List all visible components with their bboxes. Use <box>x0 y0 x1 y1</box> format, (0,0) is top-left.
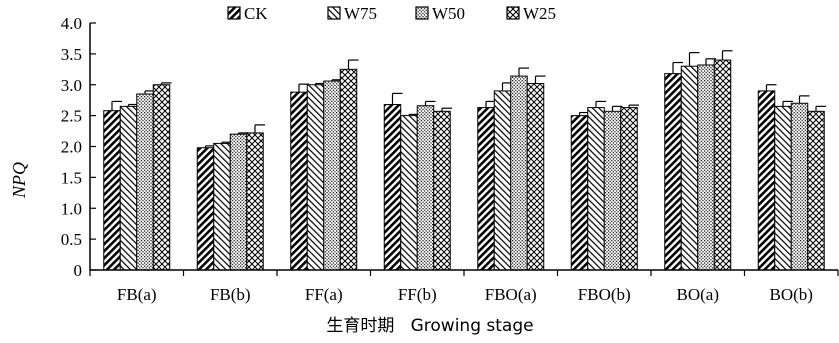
y-tick-label: 4.0 <box>61 14 82 33</box>
category-label: FB(a) <box>117 285 157 304</box>
bar-ck-7 <box>664 73 682 271</box>
bar-w50-3 <box>323 80 341 271</box>
legend-label-w75: W75 <box>344 4 377 23</box>
category-label: FBO(b) <box>578 285 631 304</box>
bar-w25-3 <box>339 68 358 271</box>
legend-label-ck: CK <box>244 4 268 23</box>
bar-w25-1 <box>152 84 171 271</box>
bar-w25-5 <box>526 83 545 271</box>
y-tick-label: 0.5 <box>61 230 82 249</box>
y-tick-label: 1.0 <box>61 199 82 218</box>
bar-w75-4 <box>400 115 418 271</box>
y-tick-label: 2.5 <box>61 107 82 126</box>
x-axis: FB(a) FB(b) FF(a) FF(b) FBO(a) FBO(b) BO(a) BO(… <box>89 269 839 304</box>
y-tick-label: 2.0 <box>61 138 82 157</box>
legend: CK W75 W50 W25 <box>227 4 556 23</box>
bar-w25-2 <box>246 132 264 271</box>
category-label: FF(b) <box>398 285 437 304</box>
category-label: FB(b) <box>210 285 251 304</box>
y-tick-label: 3.5 <box>61 45 82 64</box>
bar-w75-7 <box>680 65 699 271</box>
bar-w75-6 <box>587 107 605 271</box>
category-label: FF(a) <box>305 285 343 304</box>
y-tick-label: 3.0 <box>61 76 82 95</box>
bar-w25-7 <box>713 59 732 271</box>
bar-w50-7 <box>697 64 715 271</box>
bar-w75-5 <box>493 90 512 271</box>
bar-w50-6 <box>603 110 622 271</box>
bar-w75-1 <box>119 105 138 271</box>
x-axis-label: 生育时期 Growing stage <box>326 316 533 336</box>
bar-w50-2 <box>229 133 248 271</box>
category-label: BO(b) <box>770 285 813 304</box>
category-label: FBO(a) <box>485 285 537 304</box>
bar-w50-4 <box>416 105 435 271</box>
bar-ck-8 <box>757 90 776 271</box>
y-axis: 0 0.5 1.0 1.5 2.0 2.5 3.0 3.5 4.0 <box>61 14 96 280</box>
legend-label-w50: W50 <box>432 4 465 23</box>
y-tick-label: 0 <box>74 261 83 280</box>
bar-w25-4 <box>433 110 451 271</box>
bar-w50-5 <box>510 75 528 271</box>
bar-ck-2 <box>196 147 215 271</box>
y-axis-label: NPQ <box>9 162 29 199</box>
bar-w25-6 <box>620 107 638 271</box>
category-label: BO(a) <box>677 285 719 304</box>
legend-swatch-ck <box>227 6 241 20</box>
bar-w50-8 <box>790 102 809 271</box>
legend-label-w25: W25 <box>523 4 556 23</box>
bar-w75-8 <box>774 105 792 271</box>
legend-swatch-w25 <box>506 6 520 20</box>
bar-ck-4 <box>383 104 402 271</box>
legend-swatch-w50 <box>415 6 429 20</box>
legend-swatch-w75 <box>327 6 341 20</box>
bar-ck-5 <box>477 107 495 271</box>
bar-w75-2 <box>213 142 231 271</box>
bar-ck-6 <box>570 115 589 271</box>
bar-w50-1 <box>136 93 154 271</box>
bar-ck-3 <box>290 91 308 271</box>
bar-w75-3 <box>306 84 325 271</box>
bar-w25-8 <box>807 110 825 271</box>
y-tick-label: 1.5 <box>61 168 82 187</box>
bars <box>103 50 826 271</box>
bar-ck-1 <box>103 110 121 271</box>
